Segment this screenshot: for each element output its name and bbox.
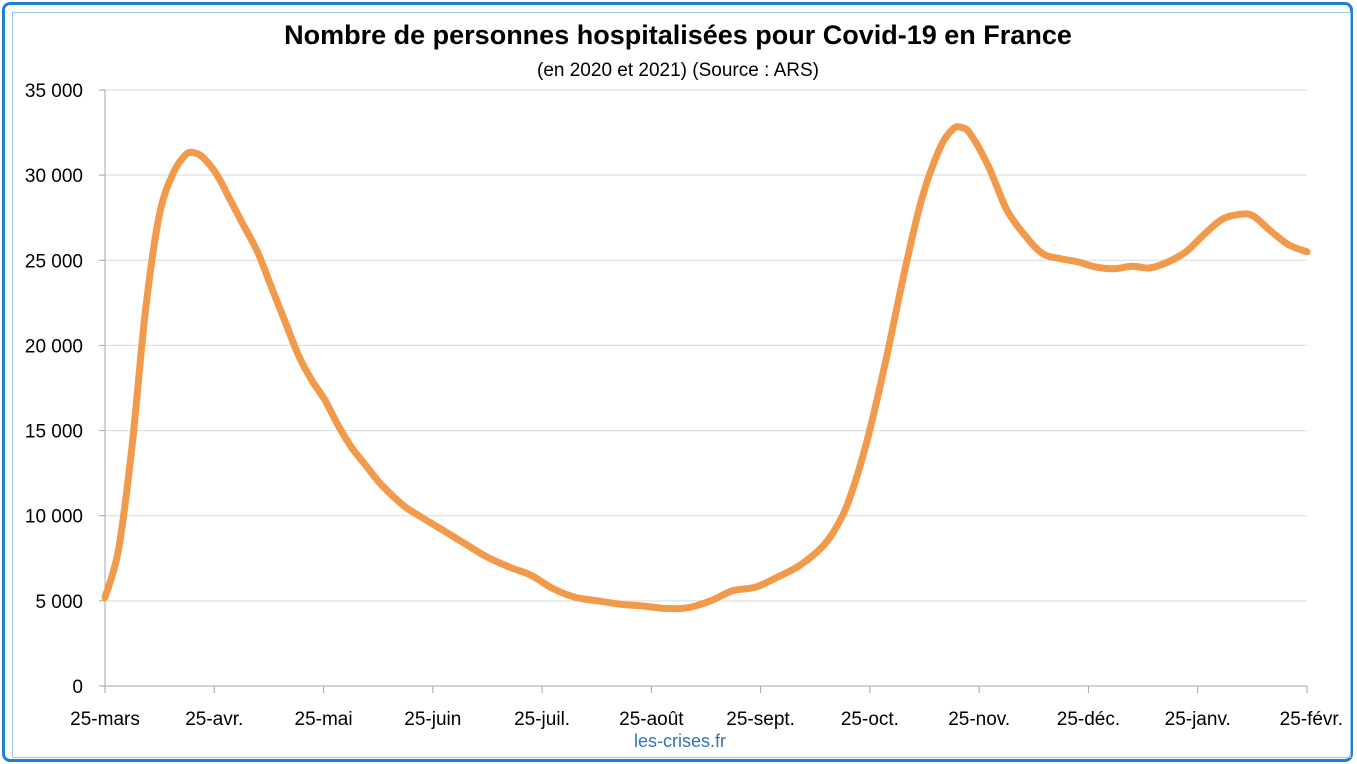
x-axis-tick-labels: 25-mars 25-avr. 25-mai 25-juin 25-juil. 25-ao… — [70, 709, 1343, 730]
grid-lines — [99, 89, 1307, 687]
y-tick-label: 15 000 — [25, 422, 83, 443]
chart-title: Nombre de personnes hospitalisées pour C… — [284, 20, 1072, 50]
x-tick-label: 25-juil. — [514, 709, 570, 730]
x-tick-label: 25-mars — [70, 709, 140, 730]
y-tick-label: 0 — [72, 677, 83, 698]
series-line-hospitalisations — [101, 123, 1311, 613]
x-tick-label: 25-févr. — [1280, 709, 1343, 730]
y-tick-label: 25 000 — [25, 251, 83, 272]
y-tick-label: 5 000 — [35, 592, 83, 613]
chart-subtitle: (en 2020 et 2021) (Source : ARS) — [537, 60, 819, 81]
x-tick-label: 25-oct. — [841, 709, 899, 730]
x-tick-label: 25-déc. — [1057, 709, 1120, 730]
x-tick-label: 25-avr. — [185, 709, 243, 730]
x-tick-label: 25-juin — [404, 709, 461, 730]
x-tick-label: 25-nov. — [948, 709, 1010, 730]
chart-frame-inner — [12, 12, 1351, 758]
y-tick-label: 20 000 — [25, 336, 83, 357]
source-credit: les-crises.fr — [634, 731, 726, 751]
x-tick-label: 25-mai — [295, 709, 353, 730]
y-axis-tick-labels: 0 5 000 10 000 15 000 20 000 25 000 30 000 35 0… — [25, 81, 83, 698]
y-tick-label: 35 000 — [25, 81, 83, 102]
y-tick-label: 30 000 — [25, 166, 83, 187]
y-tick-label: 10 000 — [25, 507, 83, 528]
x-tick-label: 25-août — [619, 709, 684, 730]
x-tick-label: 25-janv. — [1165, 709, 1231, 730]
x-tick-label: 25-sept. — [726, 709, 795, 730]
